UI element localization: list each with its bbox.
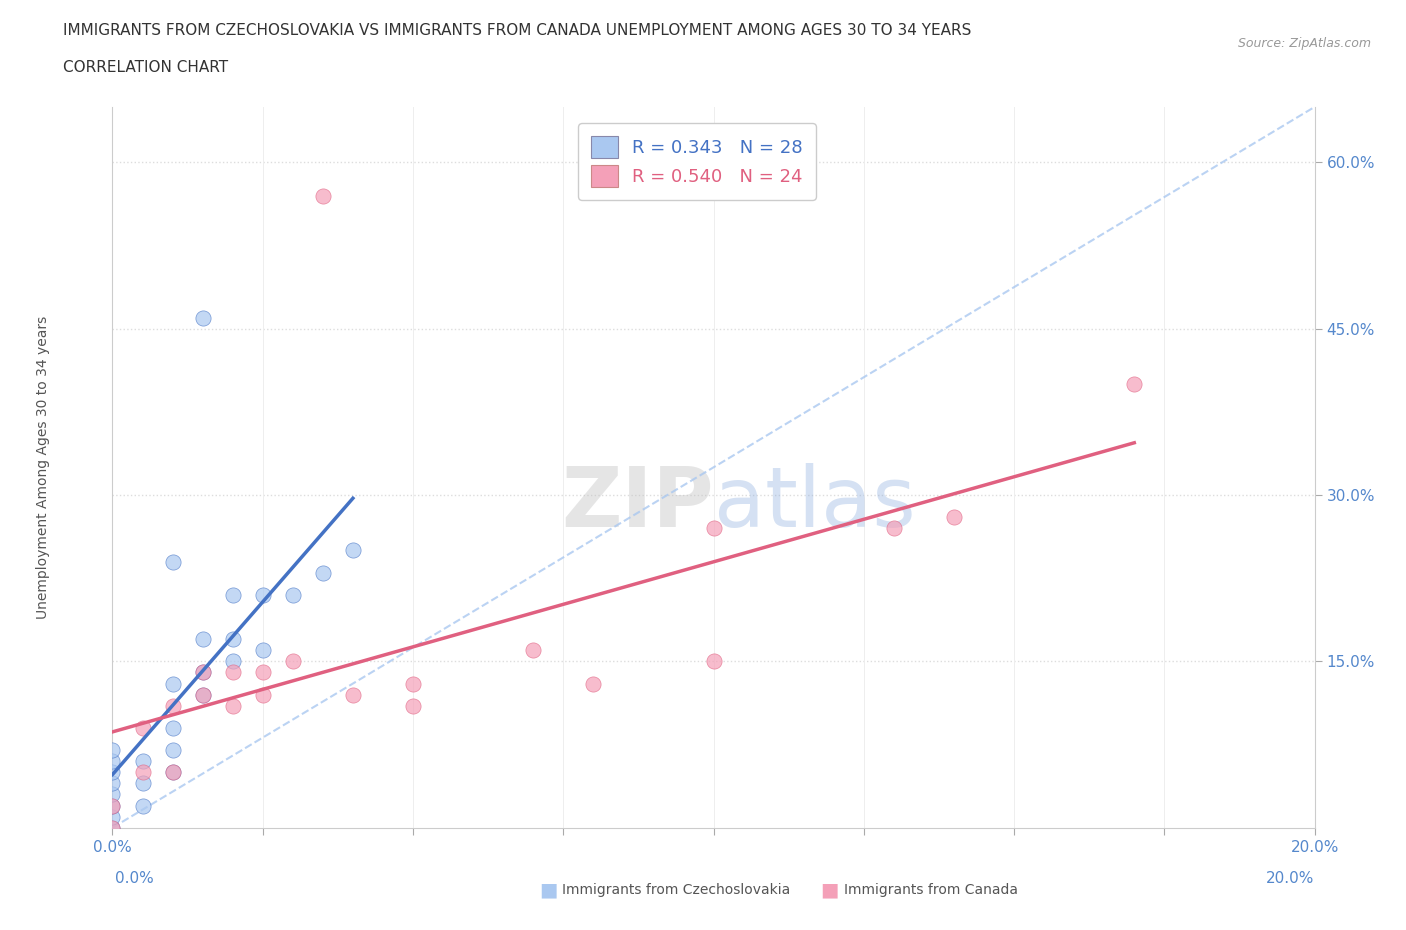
Point <box>522 643 544 658</box>
Point <box>281 654 304 669</box>
Point <box>883 521 905 536</box>
Point <box>191 665 214 680</box>
Point <box>101 753 124 768</box>
Point <box>101 820 124 835</box>
Point <box>191 631 214 646</box>
Text: CORRELATION CHART: CORRELATION CHART <box>63 60 228 75</box>
Text: ■: ■ <box>538 881 558 899</box>
Point <box>131 753 153 768</box>
Text: IMMIGRANTS FROM CZECHOSLOVAKIA VS IMMIGRANTS FROM CANADA UNEMPLOYMENT AMONG AGES: IMMIGRANTS FROM CZECHOSLOVAKIA VS IMMIGR… <box>63 23 972 38</box>
Point <box>131 721 153 736</box>
Point <box>312 565 335 580</box>
Point <box>702 521 725 536</box>
Point <box>101 798 124 813</box>
Text: 20.0%: 20.0% <box>1267 871 1315 886</box>
Point <box>101 776 124 790</box>
Point <box>1123 377 1146 392</box>
Point <box>162 721 184 736</box>
Text: 0.0%: 0.0% <box>115 871 155 886</box>
Point <box>252 643 274 658</box>
Point <box>252 588 274 603</box>
Point <box>162 764 184 779</box>
Point <box>312 188 335 203</box>
Point <box>191 687 214 702</box>
Point <box>101 798 124 813</box>
Text: Immigrants from Czechoslovakia: Immigrants from Czechoslovakia <box>562 883 790 897</box>
Point <box>131 798 153 813</box>
Point <box>162 698 184 713</box>
Point <box>222 698 245 713</box>
Legend: R = 0.343   N = 28, R = 0.540   N = 24: R = 0.343 N = 28, R = 0.540 N = 24 <box>578 123 815 200</box>
Point <box>222 631 245 646</box>
Point <box>252 687 274 702</box>
Point <box>702 654 725 669</box>
Point <box>162 743 184 758</box>
Point <box>162 554 184 569</box>
Point <box>281 588 304 603</box>
Point <box>131 764 153 779</box>
Point <box>191 311 214 325</box>
Point <box>101 743 124 758</box>
Point <box>101 809 124 824</box>
Point <box>101 820 124 835</box>
Point <box>162 676 184 691</box>
Text: atlas: atlas <box>713 463 915 544</box>
Point <box>191 687 214 702</box>
Point <box>402 676 425 691</box>
Point <box>222 654 245 669</box>
Point <box>942 510 965 525</box>
Point <box>191 665 214 680</box>
Point <box>101 787 124 802</box>
Y-axis label: Unemployment Among Ages 30 to 34 years: Unemployment Among Ages 30 to 34 years <box>37 315 51 619</box>
Point <box>162 764 184 779</box>
Text: Source: ZipAtlas.com: Source: ZipAtlas.com <box>1237 37 1371 50</box>
Point <box>342 543 364 558</box>
Point <box>222 588 245 603</box>
Point <box>222 665 245 680</box>
Text: ■: ■ <box>820 881 839 899</box>
Point <box>252 665 274 680</box>
Point <box>131 776 153 790</box>
Text: Immigrants from Canada: Immigrants from Canada <box>844 883 1018 897</box>
Point <box>582 676 605 691</box>
Point <box>342 687 364 702</box>
Point <box>101 764 124 779</box>
Text: ZIP: ZIP <box>561 463 713 544</box>
Point <box>402 698 425 713</box>
